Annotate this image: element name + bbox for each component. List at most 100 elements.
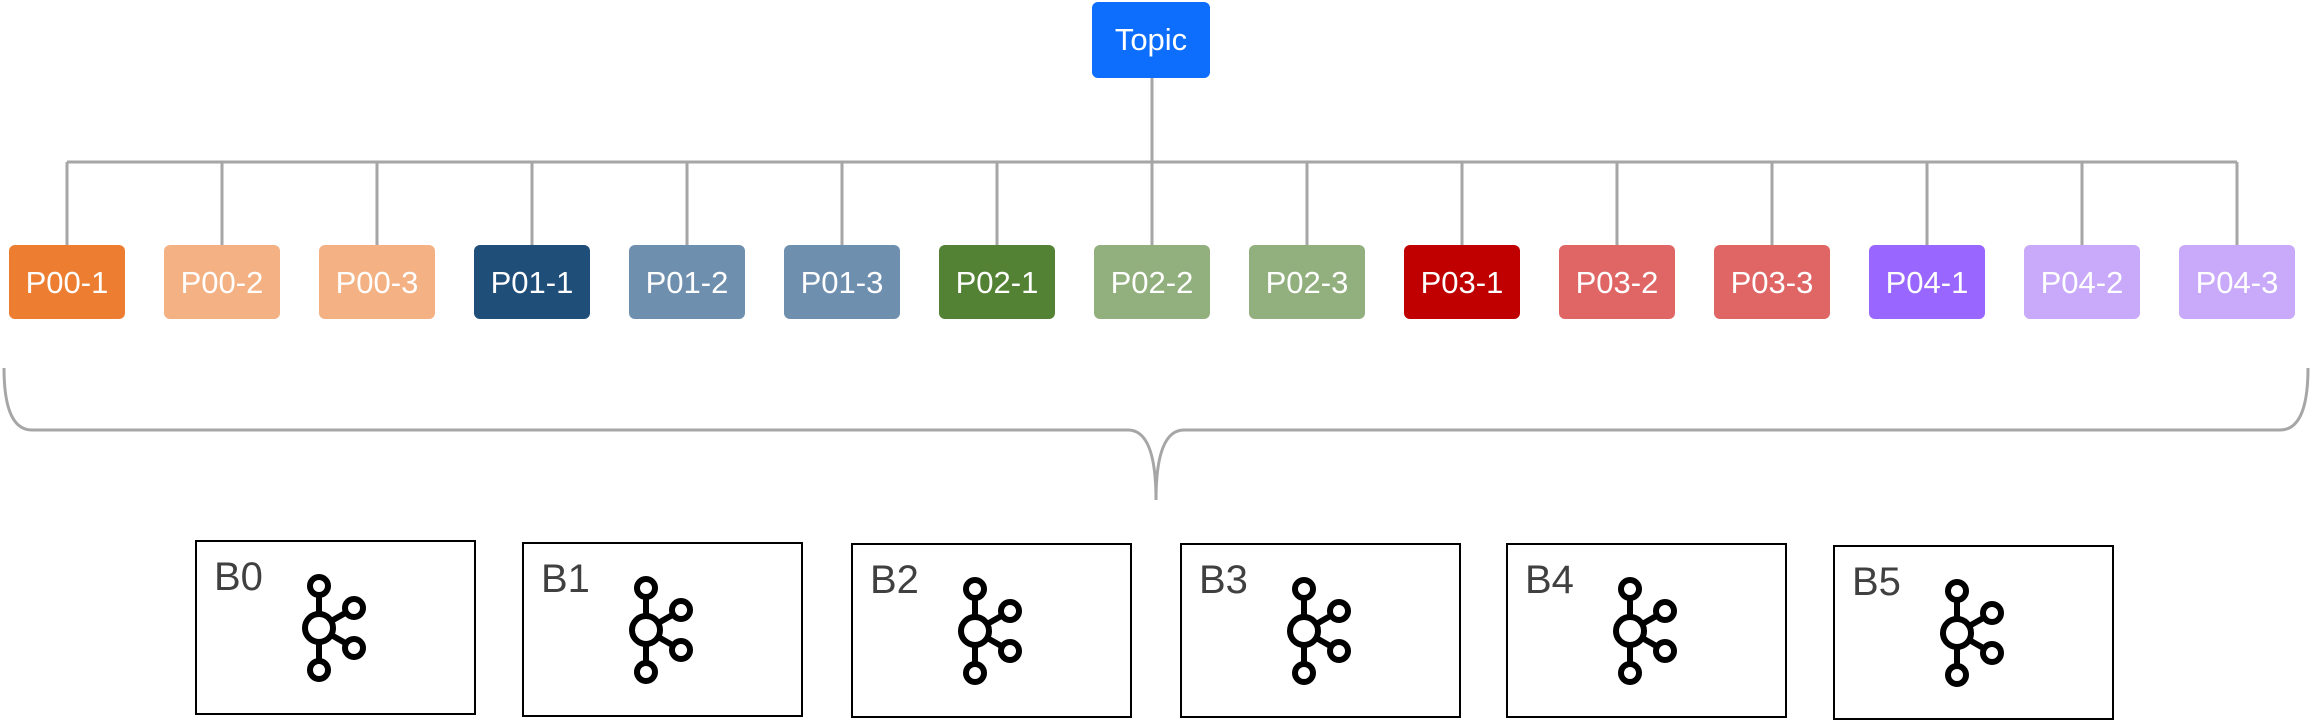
partition-label: P03-1 <box>1421 265 1504 300</box>
partition-box <box>1559 245 1675 319</box>
topic-node: Topic <box>1092 2 1210 78</box>
partition-label: P04-2 <box>2041 265 2124 300</box>
kafka-icon-node <box>1618 577 1642 601</box>
partition-p04-1: P04-1 <box>1869 245 1985 319</box>
partition-p03-3: P03-3 <box>1714 245 1830 319</box>
kafka-icon-node <box>1618 661 1642 685</box>
partition-box <box>784 245 900 319</box>
kafka-icon <box>958 577 1022 685</box>
kafka-icon-node <box>342 596 366 620</box>
broker-label: B0 <box>214 555 263 599</box>
broker-label: B3 <box>1199 558 1248 602</box>
partition-box <box>9 245 125 319</box>
kafka-icon <box>302 574 366 682</box>
partition-label: P04-1 <box>1886 265 1969 300</box>
kafka-icon-core <box>629 613 663 647</box>
kafka-icon-node <box>634 660 658 684</box>
kafka-icon-node <box>963 661 987 685</box>
kafka-icon <box>1940 579 2004 687</box>
partition-box <box>2179 245 2295 319</box>
kafka-icon-node <box>669 638 693 662</box>
partition-p04-3: P04-3 <box>2179 245 2295 319</box>
broker-b1: B1 <box>522 542 803 717</box>
partition-label: P01-1 <box>491 265 574 300</box>
kafka-icon-node <box>1980 601 2004 625</box>
kafka-icon-node <box>307 658 331 682</box>
partition-box <box>629 245 745 319</box>
partition-p04-2: P04-2 <box>2024 245 2140 319</box>
partition-label: P01-2 <box>646 265 729 300</box>
broker-b3: B3 <box>1180 543 1461 718</box>
kafka-icon <box>1287 577 1351 685</box>
broker-label: B5 <box>1852 560 1901 604</box>
partition-p00-3: P00-3 <box>319 245 435 319</box>
partition-p03-1: P03-1 <box>1404 245 1520 319</box>
kafka-icon-node <box>1980 641 2004 665</box>
kafka-icon-node <box>634 576 658 600</box>
partition-box <box>319 245 435 319</box>
kafka-icon-node <box>1327 599 1351 623</box>
partition-p03-2: P03-2 <box>1559 245 1675 319</box>
partition-box <box>1249 245 1365 319</box>
topic-label: Topic <box>1115 22 1187 57</box>
partition-label: P00-2 <box>181 265 264 300</box>
broker-label: B2 <box>870 558 919 602</box>
kafka-icon-node <box>1945 579 1969 603</box>
partition-box <box>939 245 1055 319</box>
partition-label: P03-3 <box>1731 265 1814 300</box>
partition-label: P02-3 <box>1266 265 1349 300</box>
partition-label: P02-2 <box>1111 265 1194 300</box>
partition-label: P04-3 <box>2196 265 2279 300</box>
kafka-icon-node <box>1653 599 1677 623</box>
kafka-icon-node <box>963 577 987 601</box>
broker-label: B4 <box>1525 558 1574 602</box>
broker-b5: B5 <box>1833 545 2114 720</box>
topic-box <box>1092 2 1210 78</box>
kafka-icon-core <box>958 614 992 648</box>
broker-b0: B0 <box>195 540 476 715</box>
partition-p02-1: P02-1 <box>939 245 1055 319</box>
kafka-icon-node <box>307 574 331 598</box>
partitions: P00-1 P00-2 P00-3 P01-1 P01-2 P01-3 P02-1 P02-2… <box>9 245 2295 319</box>
kafka-icon-core <box>1940 616 1974 650</box>
partition-p01-2: P01-2 <box>629 245 745 319</box>
kafka-icon-core <box>1287 614 1321 648</box>
kafka-icon-node <box>342 636 366 660</box>
curly-brace <box>2 367 2310 501</box>
partition-box <box>1094 245 1210 319</box>
kafka-icon-node <box>1653 639 1677 663</box>
partition-box <box>1869 245 1985 319</box>
kafka-icon-node <box>998 639 1022 663</box>
partition-p01-3: P01-3 <box>784 245 900 319</box>
brokers: B0 B1 B2 B3 B4 B5 <box>195 540 2114 720</box>
partition-box <box>1404 245 1520 319</box>
kafka-icon-node <box>1292 661 1316 685</box>
broker-label: B1 <box>541 557 590 601</box>
kafka-icon-node <box>998 599 1022 623</box>
partition-label: P03-2 <box>1576 265 1659 300</box>
partition-label: P00-3 <box>336 265 419 300</box>
partition-p02-3: P02-3 <box>1249 245 1365 319</box>
broker-b2: B2 <box>851 543 1132 718</box>
partition-label: P02-1 <box>956 265 1039 300</box>
curly-brace-path <box>2 367 2310 501</box>
partition-label: P01-3 <box>801 265 884 300</box>
partition-p02-2: P02-2 <box>1094 245 1210 319</box>
partition-box <box>474 245 590 319</box>
kafka-icon-core <box>302 611 336 645</box>
partition-p01-1: P01-1 <box>474 245 590 319</box>
partition-p00-2: P00-2 <box>164 245 280 319</box>
kafka-icon-core <box>1613 614 1647 648</box>
kafka-icon-node <box>1945 663 1969 687</box>
partition-label: P00-1 <box>26 265 109 300</box>
kafka-icon-node <box>1327 639 1351 663</box>
partition-box <box>2024 245 2140 319</box>
partition-box <box>164 245 280 319</box>
broker-b4: B4 <box>1506 543 1787 718</box>
partition-p00-1: P00-1 <box>9 245 125 319</box>
connectors <box>65 78 2239 245</box>
kafka-icon-node <box>1292 577 1316 601</box>
kafka-icon-node <box>669 598 693 622</box>
partition-box <box>1714 245 1830 319</box>
